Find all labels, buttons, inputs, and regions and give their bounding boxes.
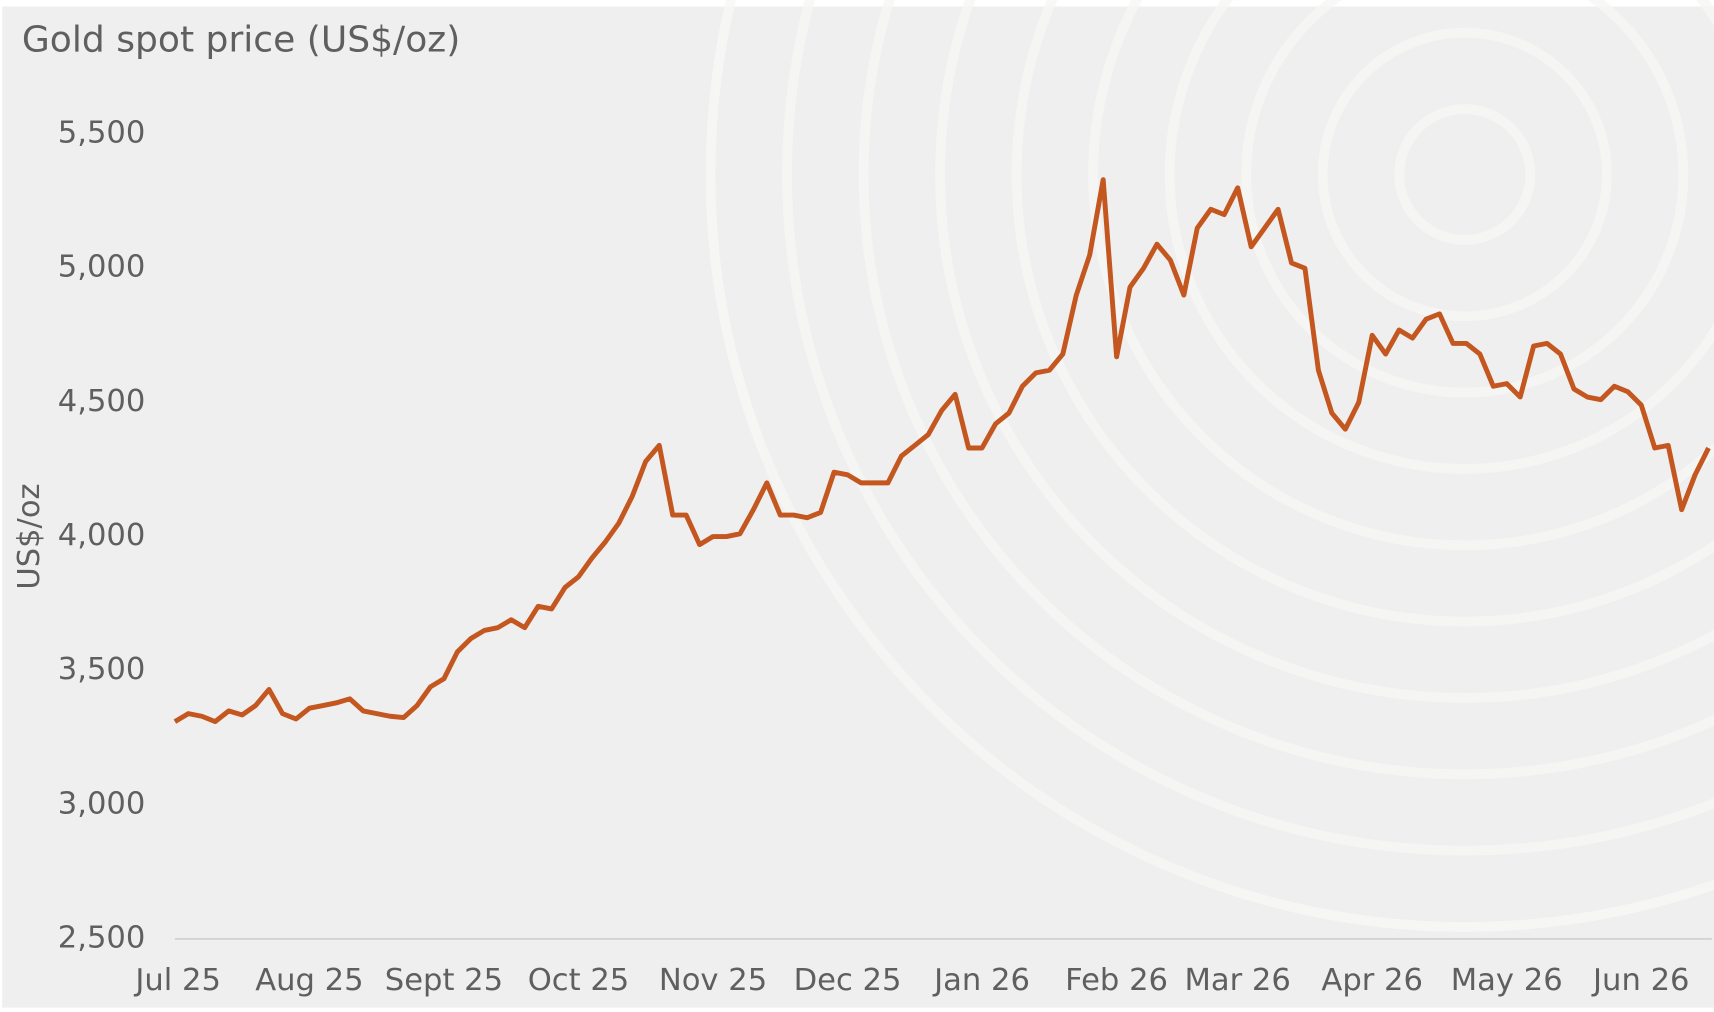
x-tick-label: May 26 — [1451, 963, 1563, 998]
x-tick-label: Nov 25 — [659, 963, 767, 998]
x-tick-label: Jun 26 — [1591, 963, 1689, 998]
y-axis-label: US$/oz — [12, 483, 47, 589]
x-tick-label: Aug 25 — [255, 963, 363, 998]
background — [2, 7, 1714, 1008]
x-tick-label: Oct 25 — [528, 963, 630, 998]
x-tick-label: Jan 26 — [932, 963, 1030, 998]
y-tick-label: 4,500 — [58, 384, 146, 419]
x-tick-label: Sept 25 — [385, 963, 503, 998]
y-tick-label: 3,000 — [58, 786, 146, 821]
x-tick-label: Feb 26 — [1065, 963, 1168, 998]
x-tick-label: Dec 25 — [794, 963, 902, 998]
x-tick-label: Jul 25 — [133, 963, 221, 998]
y-tick-label: 4,000 — [58, 518, 146, 553]
y-tick-label: 3,500 — [58, 652, 146, 687]
x-tick-label: Mar 26 — [1184, 963, 1290, 998]
y-tick-label: 2,500 — [58, 920, 146, 955]
chart: Gold spot price (US$/oz) US$/oz 2,500 3,0… — [0, 0, 1714, 1012]
y-tick-label: 5,000 — [58, 250, 146, 285]
y-tick-label: 5,500 — [58, 116, 146, 151]
chart-title: Gold spot price (US$/oz) — [22, 19, 460, 60]
x-tick-label: Apr 26 — [1321, 963, 1423, 998]
